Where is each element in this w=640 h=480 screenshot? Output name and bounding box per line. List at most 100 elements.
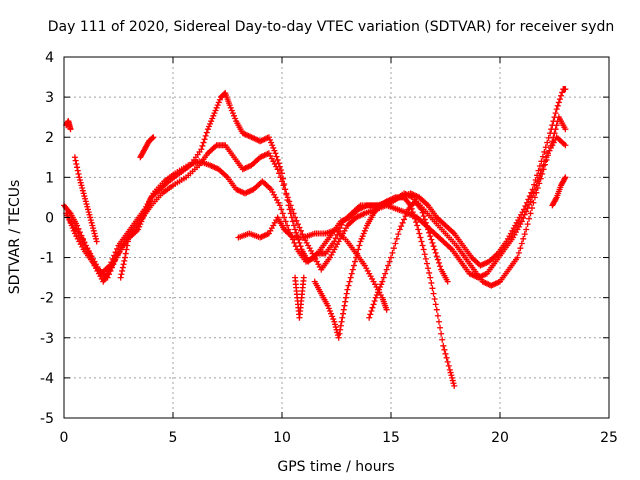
data-point <box>448 372 455 379</box>
series-arc-e <box>311 194 458 389</box>
data-point <box>558 92 565 99</box>
data-point <box>377 283 384 290</box>
data-point <box>328 310 335 317</box>
data-point <box>77 179 84 186</box>
data-point <box>338 318 345 325</box>
data-point <box>562 126 569 133</box>
data-point <box>125 234 132 241</box>
data-point <box>360 230 367 237</box>
data-point <box>273 153 280 160</box>
data-point <box>426 229 433 236</box>
series-arc-c <box>65 86 569 277</box>
data-point <box>431 296 438 303</box>
data-point <box>545 134 552 141</box>
data-point <box>226 102 233 109</box>
data-point <box>553 106 560 113</box>
y-tick-label: -4 <box>40 371 54 387</box>
data-point <box>419 209 426 216</box>
data-point <box>286 198 293 205</box>
data-point <box>550 118 557 125</box>
data-point <box>150 134 157 141</box>
y-tick-label: -1 <box>40 251 54 267</box>
data-point <box>559 89 566 96</box>
data-point <box>269 142 276 149</box>
data-point <box>270 144 277 151</box>
data-point <box>342 294 349 301</box>
data-point <box>90 225 97 232</box>
data-point <box>332 321 339 328</box>
data-point <box>533 189 540 196</box>
data-point <box>71 154 78 161</box>
data-point <box>79 185 86 192</box>
data-point <box>532 177 539 184</box>
data-point <box>229 110 236 117</box>
data-point <box>374 289 381 296</box>
data-point <box>213 104 220 111</box>
data-point <box>274 156 281 163</box>
data-point <box>208 118 215 125</box>
data-point <box>528 189 535 196</box>
data-point <box>393 235 400 242</box>
data-point <box>389 249 396 256</box>
data-point <box>399 219 406 226</box>
data-point <box>542 144 549 151</box>
data-point <box>562 174 569 181</box>
data-point <box>447 369 454 376</box>
data-point <box>277 174 284 181</box>
data-point <box>228 107 235 114</box>
data-point <box>300 274 307 281</box>
data-point <box>355 246 362 253</box>
data-point <box>87 214 94 221</box>
data-point <box>549 122 556 129</box>
data-point <box>280 182 287 189</box>
data-point <box>368 308 375 315</box>
data-point <box>446 366 453 373</box>
series-arc-j <box>137 134 157 161</box>
data-point <box>106 271 113 278</box>
data-point <box>292 214 299 221</box>
data-point <box>84 203 91 210</box>
data-point <box>200 139 207 146</box>
x-tick-label: 5 <box>169 430 178 446</box>
data-point <box>297 227 304 234</box>
data-point <box>75 170 82 177</box>
data-point <box>123 246 130 253</box>
data-point <box>210 112 217 119</box>
series-arc-g <box>292 274 307 321</box>
data-point <box>396 226 403 233</box>
data-point <box>422 255 429 262</box>
data-point <box>527 210 534 217</box>
series-arc-l <box>549 174 569 209</box>
data-point <box>82 198 89 205</box>
data-point <box>214 102 221 109</box>
data-point <box>444 278 451 285</box>
data-point <box>411 215 418 222</box>
y-axis-label: SDTVAR / TECUs <box>7 180 23 295</box>
data-point <box>227 104 234 111</box>
data-point <box>444 358 451 365</box>
data-point <box>149 134 156 141</box>
data-point <box>104 274 111 281</box>
data-point <box>120 261 127 268</box>
data-point <box>67 219 74 226</box>
data-point <box>337 322 344 329</box>
data-point <box>272 150 279 157</box>
data-point <box>74 164 81 171</box>
data-point <box>335 334 342 341</box>
data-point <box>562 142 569 149</box>
data-point <box>215 99 222 106</box>
data-point <box>432 249 439 256</box>
data-point <box>90 227 97 234</box>
data-point <box>121 257 128 264</box>
data-point <box>279 210 286 217</box>
data-point <box>350 262 357 269</box>
data-point <box>551 114 558 121</box>
data-point <box>431 246 438 253</box>
data-point <box>265 134 272 141</box>
axis-ticks: 0 5 10 15 20 25 -5 -4 -3 -2 -1 0 1 2 3 4 <box>40 50 618 446</box>
data-point <box>348 270 355 277</box>
data-point <box>292 243 299 250</box>
data-point <box>432 301 439 308</box>
data-point <box>417 205 424 212</box>
data-point <box>362 225 369 232</box>
